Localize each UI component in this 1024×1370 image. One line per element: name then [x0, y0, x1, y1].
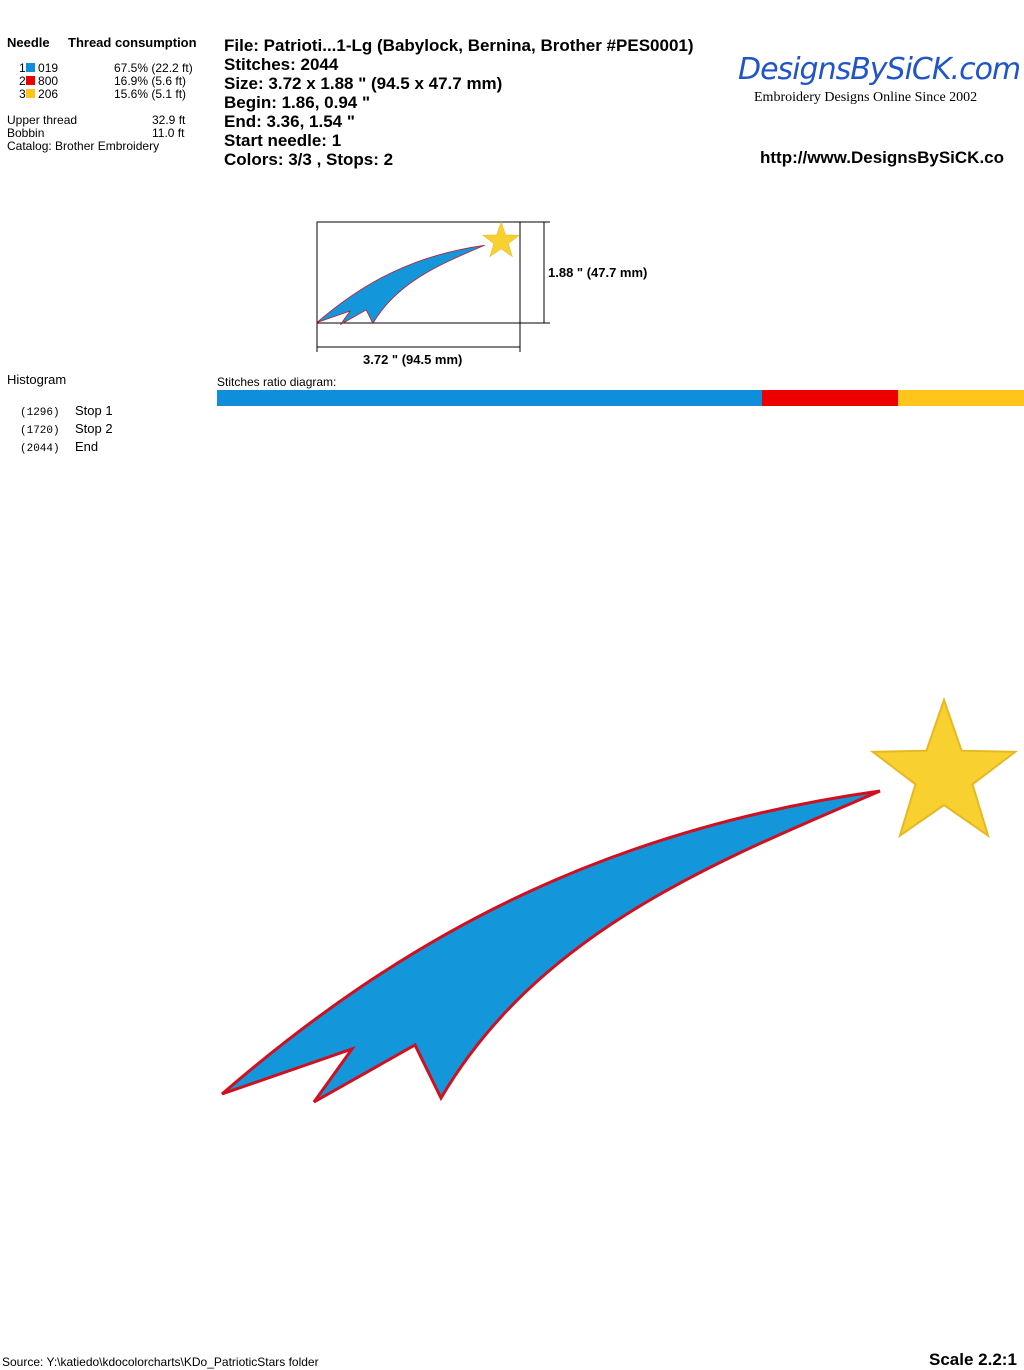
stop-item: (2044) End — [20, 439, 98, 457]
stop-count: (1720) — [20, 425, 60, 437]
design-info: File: Patrioti...1-Lg (Babylock, Bernina… — [224, 36, 694, 169]
stop-list: (1296) Stop 1 (1720) Stop 2 (2044) End — [20, 403, 113, 457]
histogram-title: Histogram — [7, 372, 67, 387]
ratio-bar — [217, 390, 1024, 406]
ratio-segment — [898, 390, 1024, 406]
ratio-segment — [217, 390, 762, 406]
thread-code: 019 — [38, 61, 59, 75]
color-swatch — [25, 89, 35, 98]
thread-usage: 67.5% (22.2 ft) — [114, 61, 193, 75]
thread-list: 1 019 67.5% (22.2 ft) 2 800 16.9% (5.6 ft) 3… — [19, 61, 193, 101]
thread-row: 2 800 16.9% (5.6 ft) — [19, 74, 186, 88]
needle-number: 2 — [19, 74, 26, 88]
size: Size: 3.72 x 1.88 " (94.5 x 47.7 mm) — [224, 74, 503, 93]
stop-label: Stop 2 — [75, 421, 113, 436]
end: End: 3.36, 1.54 " — [224, 112, 355, 131]
needle-number: 1 — [19, 61, 26, 75]
stitch-count: Stitches: 2044 — [224, 55, 339, 74]
color-swatch — [25, 63, 35, 72]
height-label: 1.88 " (47.7 mm) — [548, 265, 648, 280]
start-needle: Start needle: 1 — [224, 131, 342, 150]
needle-header: Needle — [7, 35, 50, 50]
preview-design — [316, 221, 520, 325]
needle-number: 3 — [19, 87, 26, 101]
stop-item: (1720) Stop 2 — [20, 421, 113, 439]
thread-code: 800 — [38, 74, 59, 88]
stop-item: (1296) Stop 1 — [20, 403, 113, 421]
thread-row: 3 206 15.6% (5.1 ft) — [19, 87, 186, 101]
file-name: File: Patrioti...1-Lg (Babylock, Bernina… — [224, 36, 694, 55]
full-design — [220, 698, 1017, 1104]
bobbin-value: 11.0 ft — [152, 126, 185, 140]
begin: Begin: 1.86, 0.94 " — [224, 93, 371, 112]
upper-thread-value: 32.9 ft — [152, 113, 186, 127]
upper-thread-label: Upper thread — [7, 113, 78, 127]
thread-usage: 16.9% (5.6 ft) — [114, 74, 187, 88]
ratio-segment — [761, 390, 899, 406]
website-url[interactable]: http://www.DesignsBySiCK.co — [760, 148, 1005, 167]
stop-label: Stop 1 — [75, 403, 113, 418]
stop-label: End — [75, 439, 99, 454]
width-label: 3.72 " (94.5 mm) — [363, 352, 463, 367]
stop-count: (2044) — [20, 443, 60, 455]
logo: DesignsBySiCK.com — [738, 52, 1021, 87]
consumption-header: Thread consumption — [68, 35, 197, 50]
bobbin-label: Bobbin — [7, 126, 45, 140]
color-swatch — [25, 76, 35, 85]
source-path: Source: Y:\katiedo\kdocolorcharts\KDo_Pa… — [2, 1355, 319, 1369]
stop-count: (1296) — [20, 407, 60, 419]
catalog: Catalog: Brother Embroidery — [7, 139, 160, 153]
thread-code: 206 — [38, 87, 59, 101]
thread-usage: 15.6% (5.1 ft) — [114, 87, 187, 101]
scale: Scale 2.2:1 — [929, 1350, 1017, 1369]
ratio-title: Stitches ratio diagram: — [217, 375, 337, 389]
preview-box — [316, 221, 550, 352]
colors-stops: Colors: 3/3 , Stops: 2 — [224, 150, 394, 169]
thread-row: 1 019 67.5% (22.2 ft) — [19, 61, 193, 75]
logo-tagline: Embroidery Designs Online Since 2002 — [754, 90, 978, 105]
